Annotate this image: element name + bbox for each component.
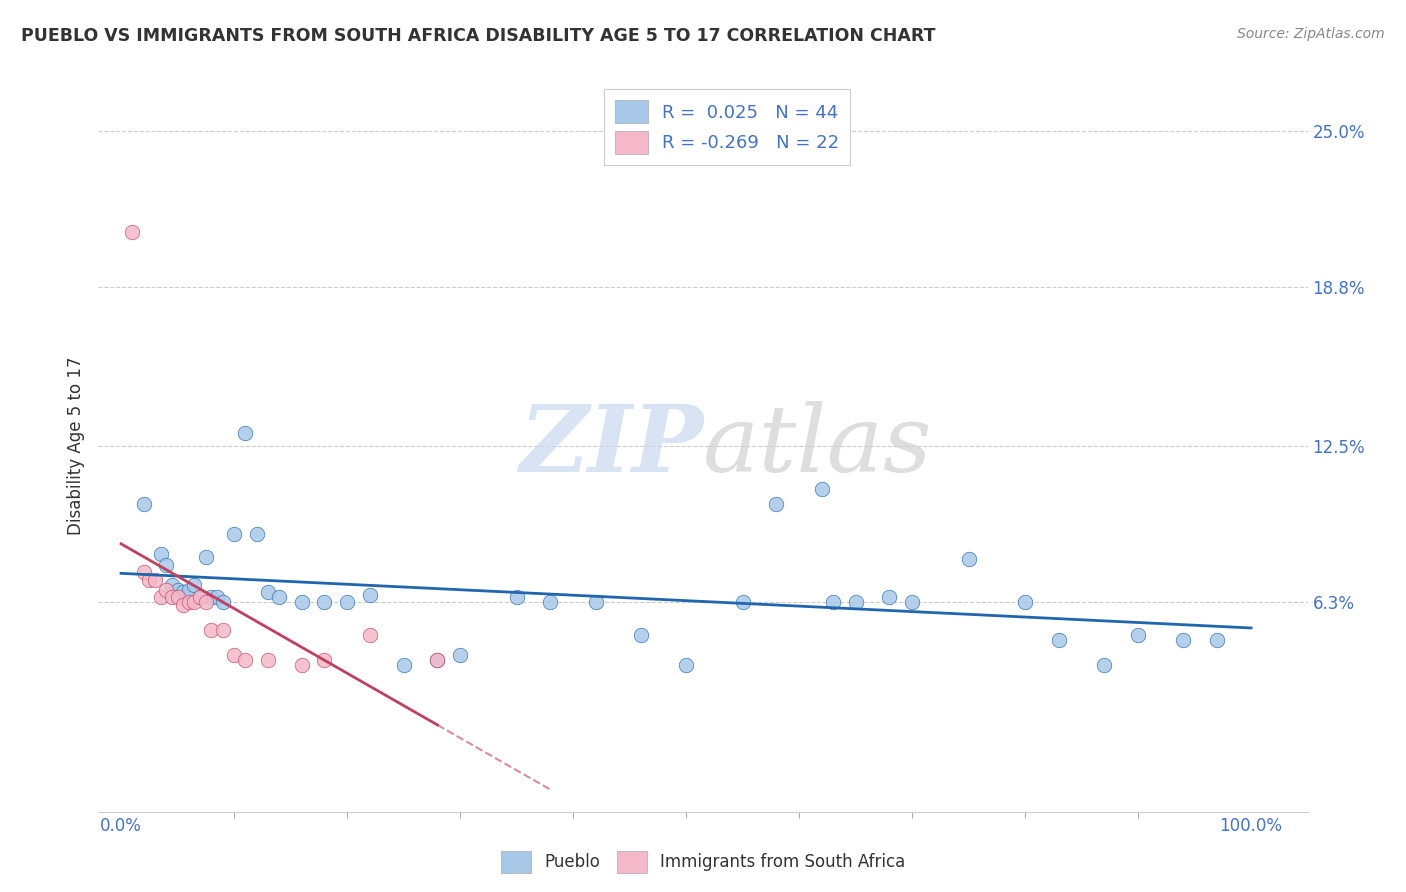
Point — [233, 426, 256, 441]
Point — [138, 573, 160, 587]
Point — [222, 648, 245, 663]
Text: atlas: atlas — [703, 401, 932, 491]
Point — [200, 591, 222, 605]
Point — [392, 658, 415, 673]
Point — [233, 653, 256, 667]
Point — [132, 565, 155, 579]
Point — [166, 582, 188, 597]
Point — [1047, 633, 1070, 648]
Point — [314, 653, 336, 667]
Point — [177, 582, 200, 597]
Point — [879, 591, 901, 605]
Point — [257, 585, 280, 599]
Point — [1206, 633, 1229, 648]
Point — [957, 552, 980, 566]
Point — [121, 225, 143, 239]
Point — [901, 595, 924, 609]
Point — [183, 578, 205, 592]
Point — [166, 591, 188, 605]
Y-axis label: Disability Age 5 to 17: Disability Age 5 to 17 — [66, 357, 84, 535]
Point — [155, 558, 177, 572]
Point — [1126, 628, 1149, 642]
Point — [155, 582, 177, 597]
Text: PUEBLO VS IMMIGRANTS FROM SOUTH AFRICA DISABILITY AGE 5 TO 17 CORRELATION CHART: PUEBLO VS IMMIGRANTS FROM SOUTH AFRICA D… — [21, 27, 935, 45]
Point — [1173, 633, 1195, 648]
Point — [336, 595, 359, 609]
Point — [149, 591, 172, 605]
Legend: R =  0.025   N = 44, R = -0.269   N = 22: R = 0.025 N = 44, R = -0.269 N = 22 — [605, 89, 851, 165]
Legend: Pueblo, Immigrants from South Africa: Pueblo, Immigrants from South Africa — [494, 845, 912, 880]
Point — [172, 585, 194, 599]
Point — [291, 595, 314, 609]
Point — [132, 497, 155, 511]
Point — [675, 658, 697, 673]
Point — [200, 623, 222, 637]
Point — [765, 497, 787, 511]
Text: ZIP: ZIP — [519, 401, 703, 491]
Point — [269, 591, 291, 605]
Point — [194, 549, 217, 564]
Point — [246, 527, 269, 541]
Text: Source: ZipAtlas.com: Source: ZipAtlas.com — [1237, 27, 1385, 41]
Point — [257, 653, 280, 667]
Point — [149, 548, 172, 562]
Point — [222, 527, 245, 541]
Point — [630, 628, 652, 642]
Point — [1092, 658, 1115, 673]
Point — [359, 628, 381, 642]
Point — [585, 595, 607, 609]
Point — [314, 595, 336, 609]
Point — [211, 595, 233, 609]
Point — [845, 595, 868, 609]
Point — [160, 591, 183, 605]
Point — [731, 595, 754, 609]
Point — [449, 648, 471, 663]
Point — [505, 591, 527, 605]
Point — [821, 595, 844, 609]
Point — [188, 591, 211, 605]
Point — [810, 482, 832, 496]
Point — [1014, 595, 1036, 609]
Point — [172, 598, 194, 612]
Point — [177, 595, 200, 609]
Point — [211, 623, 233, 637]
Point — [291, 658, 314, 673]
Point — [160, 578, 183, 592]
Point — [194, 595, 217, 609]
Point — [426, 653, 449, 667]
Point — [359, 588, 381, 602]
Point — [183, 595, 205, 609]
Point — [188, 591, 211, 605]
Point — [426, 653, 449, 667]
Point — [538, 595, 561, 609]
Point — [205, 591, 228, 605]
Point — [143, 573, 166, 587]
